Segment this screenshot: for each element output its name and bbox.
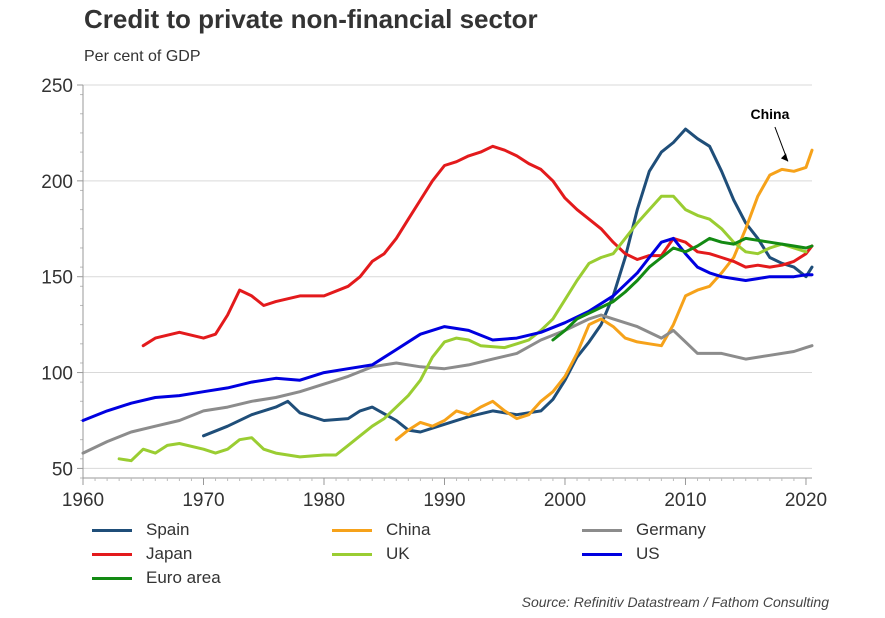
legend-label: Euro area — [146, 568, 221, 587]
chart-subtitle: Per cent of GDP — [84, 48, 201, 65]
legend-label: UK — [386, 544, 410, 563]
legend-label: US — [636, 544, 660, 563]
x-tick-label: 1980 — [303, 490, 345, 511]
y-tick-label: 100 — [41, 364, 73, 385]
series-line-uk — [117, 194, 808, 463]
source-note: Source: Refinitiv Datastream / Fathom Co… — [521, 594, 829, 610]
series-line-japan — [141, 144, 814, 348]
legend-swatch — [582, 528, 622, 532]
x-tick-label: 1990 — [423, 490, 465, 511]
annotation-arrow-head — [780, 153, 788, 162]
legend-item-euro-area: Euro area — [92, 568, 221, 588]
legend-item-uk: UK — [332, 544, 410, 564]
x-tick-label: 2010 — [664, 490, 706, 511]
y-tick-label: 250 — [41, 76, 73, 97]
series-line-us — [81, 236, 814, 422]
series-line-china — [394, 148, 814, 442]
series-line-germany — [81, 313, 814, 455]
legend-label: Spain — [146, 520, 190, 539]
legend-swatch — [582, 552, 622, 556]
x-tick-label: 2020 — [785, 490, 827, 511]
chart-legend: Spain China Germany Japan UK US Euro area — [92, 520, 792, 590]
y-tick-label: 150 — [41, 268, 73, 289]
legend-swatch — [92, 552, 132, 556]
x-tick-label: 2000 — [544, 490, 586, 511]
legend-label: China — [386, 520, 431, 539]
legend-label: Japan — [146, 544, 193, 563]
legend-swatch — [92, 528, 132, 532]
chart-title: Credit to private non-financial sector — [84, 4, 538, 34]
series-line-spain — [202, 127, 814, 438]
series-line-euro-area — [551, 236, 814, 342]
legend-item-japan: Japan — [92, 544, 192, 564]
x-tick-label: 1970 — [182, 490, 224, 511]
legend-item-us: US — [582, 544, 660, 564]
legend-item-china: China — [332, 520, 430, 540]
legend-swatch — [332, 552, 372, 556]
legend-swatch — [92, 576, 132, 580]
legend-label: Germany — [636, 520, 706, 539]
x-tick-label: 1960 — [62, 490, 104, 511]
legend-swatch — [332, 528, 372, 532]
y-tick-label: 50 — [52, 459, 73, 480]
legend-item-germany: Germany — [582, 520, 706, 540]
annotation-china-label: China — [750, 106, 789, 122]
y-tick-label: 200 — [41, 172, 73, 193]
legend-item-spain: Spain — [92, 520, 189, 540]
